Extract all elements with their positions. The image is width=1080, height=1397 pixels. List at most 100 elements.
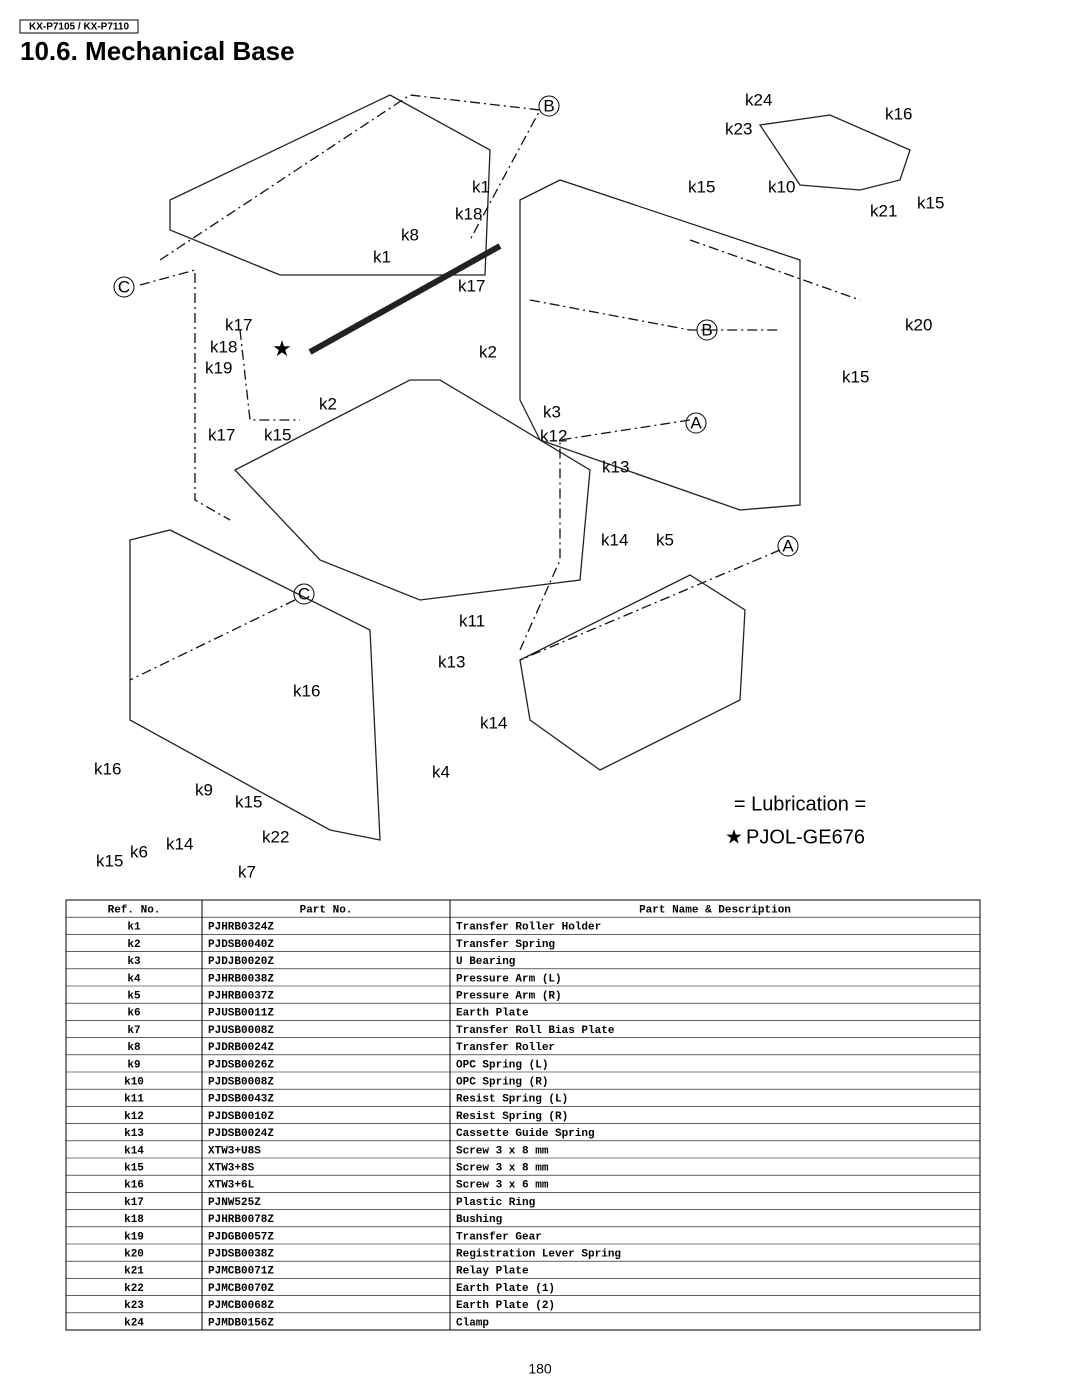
part-no: XTW3+U8S [208, 1145, 261, 1157]
ref-no: k1 [127, 922, 141, 934]
callout: k1 [373, 247, 391, 266]
lower-guide [519, 574, 746, 771]
part-name: Earth Plate (1) [456, 1283, 555, 1295]
part-no: PJNW525Z [208, 1197, 261, 1209]
part-no: PJMCB0068Z [208, 1300, 274, 1312]
part-name: Transfer Roll Bias Plate [456, 1025, 615, 1037]
callout: k14 [601, 530, 628, 549]
column-header: Ref. No. [108, 905, 161, 917]
part-no: PJDSB0040Z [208, 939, 274, 951]
part-no: PJDSB0008Z [208, 1077, 274, 1089]
callout: k17 [458, 276, 485, 295]
right-frame [519, 179, 801, 511]
callout: k14 [480, 713, 507, 732]
callout: k23 [725, 119, 752, 138]
part-no: PJHRB0324Z [208, 922, 274, 934]
part-no: PJDSB0010Z [208, 1111, 274, 1123]
guide-line [519, 549, 781, 661]
callout: k1 [472, 177, 490, 196]
ref-no: k6 [127, 1008, 140, 1020]
lube-star: ★ [725, 826, 743, 848]
callout: A [690, 413, 702, 432]
callout: k16 [94, 759, 121, 778]
callout: k13 [602, 457, 629, 476]
guide-line [139, 269, 231, 521]
callout: k10 [768, 177, 795, 196]
part-name: Screw 3 x 8 mm [456, 1163, 549, 1175]
part-no: XTW3+6L [208, 1180, 255, 1192]
ref-circle [113, 276, 135, 298]
part-no: PJHRB0078Z [208, 1214, 274, 1226]
callout: k9 [195, 780, 213, 799]
part-name: Transfer Roller Holder [456, 922, 601, 934]
guide-line [519, 419, 691, 651]
part-name: Pressure Arm (L) [456, 973, 562, 985]
part-name: Earth Plate [456, 1008, 529, 1020]
callout: C [298, 584, 310, 603]
lube-star: ★ [272, 336, 292, 361]
callout: k17 [225, 315, 252, 334]
callout: k11 [459, 611, 485, 630]
callout: k21 [870, 201, 897, 220]
part-no: PJDSB0026Z [208, 1059, 274, 1071]
table-border [65, 899, 981, 1331]
ref-no: k5 [127, 991, 141, 1003]
part-no: PJMDB0156Z [208, 1317, 274, 1329]
guide-line [529, 299, 780, 331]
part-name: Pressure Arm (R) [456, 991, 562, 1003]
part-name: Screw 3 x 6 mm [456, 1180, 549, 1192]
callout: k7 [238, 862, 256, 881]
callout: k24 [745, 90, 772, 109]
part-name: Clamp [456, 1317, 489, 1329]
exploded-diagram: ★ ★ [113, 94, 911, 848]
ref-no: k11 [124, 1094, 144, 1106]
callout: B [701, 320, 712, 339]
callout: k15 [235, 792, 262, 811]
transfer-roller [308, 243, 502, 355]
part-no: PJDSB0024Z [208, 1128, 274, 1140]
part-no: XTW3+8S [208, 1163, 255, 1175]
part-no: PJMCB0070Z [208, 1283, 274, 1295]
part-no: PJDJB0020Z [208, 956, 274, 968]
callout: B [543, 96, 554, 115]
ref-no: k22 [124, 1283, 144, 1295]
ref-no: k14 [124, 1145, 144, 1157]
ref-no: k23 [124, 1300, 144, 1312]
ref-no: k15 [124, 1163, 144, 1175]
ref-no: k8 [127, 1042, 141, 1054]
legend-title: = Lubrication = [734, 793, 866, 815]
callout: k2 [479, 342, 497, 361]
callout: k13 [438, 652, 465, 671]
top-cover [169, 94, 491, 276]
paper-guide [233, 379, 591, 601]
part-name: Transfer Gear [456, 1231, 542, 1243]
callout: k16 [885, 104, 912, 123]
left-frame [129, 529, 381, 841]
callout: A [782, 536, 794, 555]
callout: k19 [205, 358, 232, 377]
part-no: PJUSB0011Z [208, 1008, 274, 1020]
part-name: Resist Spring (L) [456, 1094, 568, 1106]
guide-line [689, 239, 861, 301]
ref-no: k18 [124, 1214, 144, 1226]
clamp-plate [758, 114, 911, 191]
ref-circle [696, 319, 718, 341]
part-name: Screw 3 x 8 mm [456, 1145, 549, 1157]
callout: k22 [262, 827, 289, 846]
part-name: U Bearing [456, 956, 515, 968]
part-no: PJHRB0037Z [208, 991, 274, 1003]
ref-no: k24 [124, 1317, 144, 1329]
ref-no: k9 [127, 1059, 140, 1071]
callout: k15 [264, 425, 291, 444]
part-name: Earth Plate (2) [456, 1300, 555, 1312]
ref-circle [777, 535, 799, 557]
ref-no: k7 [127, 1025, 140, 1037]
callout: k12 [540, 426, 567, 445]
callout: k2 [319, 394, 337, 413]
callout: k18 [210, 337, 237, 356]
part-name: Relay Plate [456, 1266, 529, 1278]
ref-no: k19 [124, 1231, 144, 1243]
part-no: PJDRB0024Z [208, 1042, 274, 1054]
ref-no: k3 [127, 956, 141, 968]
